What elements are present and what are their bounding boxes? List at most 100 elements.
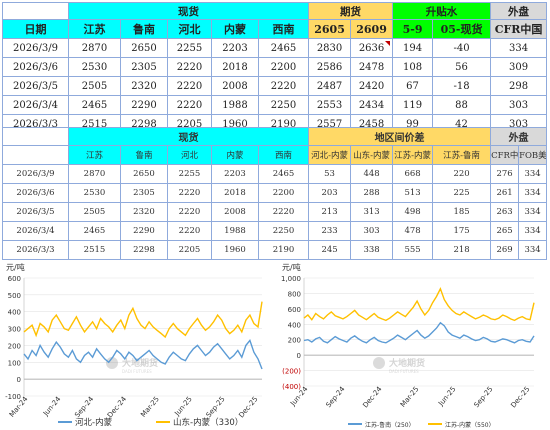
value-cell: 2220 bbox=[167, 57, 212, 77]
y-tick-label: -100 bbox=[5, 393, 21, 401]
watermark-logo-icon bbox=[106, 357, 118, 369]
y-tick-label: 100 bbox=[8, 359, 21, 367]
value-cell: 2255 bbox=[167, 38, 212, 58]
watermark-logo-icon bbox=[373, 357, 385, 369]
chart-hebei-shandong-spread: 元/吨 -100 0 100 200 300 400 500 600 大地期货 DADI FU… bbox=[5, 262, 263, 428]
col-header: 内蒙 bbox=[211, 145, 259, 165]
value-cell: 2434 bbox=[350, 95, 394, 115]
value-cell: 334 bbox=[518, 202, 548, 222]
value-cell: 2255 bbox=[167, 164, 212, 184]
col-header-2609: 2609 bbox=[350, 19, 394, 39]
value-cell: 245 bbox=[308, 240, 352, 260]
value-cell: 288 bbox=[350, 183, 394, 203]
value-cell: 2465 bbox=[257, 164, 310, 184]
value-cell: 2465 bbox=[68, 95, 121, 115]
table-row: 2026/3/9 2870 2650 2255 2203 2465 53 448 668 220 2… bbox=[2, 164, 548, 184]
value-cell: 53 bbox=[308, 164, 352, 184]
y-tick-label: 0 bbox=[297, 352, 301, 360]
y-tick-label: 200 bbox=[288, 337, 301, 345]
date-cell: 2026/3/9 bbox=[2, 38, 69, 58]
col-header-xinan: 西南 bbox=[257, 19, 310, 39]
group-header-spot: 现货 bbox=[67, 2, 310, 20]
value-cell: 555 bbox=[392, 240, 434, 260]
value-cell: 185 bbox=[432, 202, 492, 222]
legend-label: 河北-内蒙 bbox=[75, 417, 113, 428]
value-cell: 276 bbox=[490, 164, 520, 184]
table-row: 2026/3/6 2530 2305 2220 2018 2200 203 288 513 225… bbox=[2, 183, 548, 203]
value-cell: 2290 bbox=[120, 95, 168, 115]
series-line-1 bbox=[23, 301, 263, 339]
value-cell: 194 bbox=[392, 38, 434, 58]
table-row: 2026/3/3 2515 2298 2205 1960 2190 245 338 555 218… bbox=[2, 240, 548, 260]
x-tick-label: Sep-25 bbox=[473, 385, 495, 409]
value-cell: 203 bbox=[308, 183, 352, 203]
value-cell: 1988 bbox=[211, 95, 259, 115]
col-header-jiangsu: 江苏 bbox=[68, 19, 121, 39]
value-cell: -40 bbox=[432, 38, 492, 58]
date-cell: 2026/3/6 bbox=[2, 57, 69, 77]
value-cell: 2250 bbox=[257, 221, 310, 241]
value-cell: 1988 bbox=[211, 221, 259, 241]
value-cell: 2636 bbox=[350, 38, 394, 58]
value-cell: 2465 bbox=[257, 38, 310, 58]
value-cell: 2220 bbox=[257, 202, 310, 222]
x-tick-label: Dec-24 bbox=[106, 395, 129, 420]
value-cell: 498 bbox=[392, 202, 434, 222]
col-header: 江苏-内蒙 bbox=[392, 145, 434, 165]
x-tick-label: Sep-24 bbox=[325, 385, 347, 409]
value-cell: 2505 bbox=[68, 202, 121, 222]
value-cell: 2505 bbox=[68, 76, 121, 96]
date-cell: 2026/3/4 bbox=[2, 221, 69, 241]
value-cell: 2203 bbox=[211, 38, 259, 58]
value-cell: 298 bbox=[490, 76, 548, 96]
value-cell: 2515 bbox=[68, 240, 121, 260]
legend: 河北-内蒙 山东-内蒙（330） bbox=[58, 417, 243, 428]
value-cell: 2320 bbox=[120, 202, 168, 222]
group-header-spot: 现货 bbox=[67, 127, 310, 146]
y-tick-label: 400 bbox=[8, 309, 21, 317]
value-cell: 2305 bbox=[120, 183, 168, 203]
value-cell: 175 bbox=[432, 221, 492, 241]
value-cell: 334 bbox=[518, 164, 548, 184]
value-cell: 2190 bbox=[257, 240, 310, 260]
group-header-futures: 期货 bbox=[308, 2, 394, 20]
value-cell: 2870 bbox=[68, 38, 121, 58]
value-cell: 2018 bbox=[211, 183, 259, 203]
y-tick-label: 600 bbox=[288, 306, 301, 314]
value-cell: 334 bbox=[518, 183, 548, 203]
col-header-hebei: 河北 bbox=[167, 19, 212, 39]
value-cell: 2487 bbox=[308, 76, 352, 96]
value-cell: 303 bbox=[490, 95, 548, 115]
value-cell: 2220 bbox=[167, 221, 212, 241]
value-cell: 2530 bbox=[68, 183, 121, 203]
col-header: 西南 bbox=[257, 145, 310, 165]
col-header: 河北 bbox=[167, 145, 212, 165]
col-header: 江苏-鲁南 bbox=[432, 145, 492, 165]
value-cell: 67 bbox=[392, 76, 434, 96]
value-cell: 2650 bbox=[120, 38, 168, 58]
value-cell: 233 bbox=[308, 221, 352, 241]
value-cell: 2008 bbox=[211, 76, 259, 96]
col-header-5-9: 5-9 bbox=[392, 19, 434, 39]
value-cell: 2650 bbox=[120, 164, 168, 184]
table-row: 2026/3/6 2530 2305 2220 2018 2200 2586 2478 108 5… bbox=[2, 57, 548, 77]
value-cell: 263 bbox=[490, 202, 520, 222]
value-cell: 2220 bbox=[167, 202, 212, 222]
value-cell: 334 bbox=[518, 221, 548, 241]
date-cell: 2026/3/3 bbox=[2, 240, 69, 260]
value-cell: 2305 bbox=[120, 57, 168, 77]
y-tick-label: 1,000 bbox=[281, 275, 301, 283]
corner-cell bbox=[2, 127, 69, 146]
value-cell: 213 bbox=[308, 202, 352, 222]
series-line-0 bbox=[303, 321, 535, 344]
x-tick-label: Mar-25 bbox=[399, 385, 421, 409]
x-tick-label: Dec-25 bbox=[237, 395, 259, 419]
value-cell: 668 bbox=[392, 164, 434, 184]
value-cell: 2298 bbox=[120, 240, 168, 260]
table-row: 2026/3/5 2505 2320 2220 2008 2220 2487 2420 67 -1… bbox=[2, 76, 548, 96]
value-cell: 2420 bbox=[350, 76, 394, 96]
value-cell: 2530 bbox=[68, 57, 121, 77]
legend: 江苏-鲁南（250） 江苏-内蒙（550） bbox=[348, 421, 495, 429]
value-cell: -18 bbox=[432, 76, 492, 96]
watermark-text: 大地期货 bbox=[122, 357, 158, 369]
